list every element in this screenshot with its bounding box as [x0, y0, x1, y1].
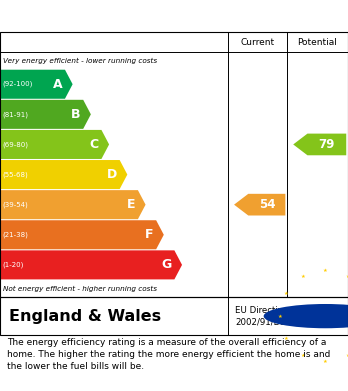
- Text: F: F: [145, 228, 153, 241]
- Polygon shape: [0, 160, 127, 189]
- Polygon shape: [234, 194, 285, 215]
- Text: (55-68): (55-68): [3, 171, 29, 178]
- Ellipse shape: [264, 304, 348, 328]
- Text: ★: ★: [300, 353, 305, 358]
- Text: Energy Efficiency Rating: Energy Efficiency Rating: [9, 9, 219, 23]
- Text: ★: ★: [278, 314, 283, 319]
- Text: G: G: [161, 258, 172, 271]
- Text: A: A: [53, 78, 62, 91]
- Polygon shape: [0, 100, 91, 129]
- Text: The energy efficiency rating is a measure of the overall efficiency of a home. T: The energy efficiency rating is a measur…: [7, 338, 330, 371]
- Text: D: D: [106, 168, 117, 181]
- Polygon shape: [0, 220, 164, 249]
- Polygon shape: [0, 250, 182, 280]
- Text: Not energy efficient - higher running costs: Not energy efficient - higher running co…: [3, 285, 158, 292]
- Text: (92-100): (92-100): [3, 81, 33, 88]
- Text: (21-38): (21-38): [3, 231, 29, 238]
- Text: (69-80): (69-80): [3, 141, 29, 148]
- Polygon shape: [0, 130, 109, 159]
- Text: (81-91): (81-91): [3, 111, 29, 118]
- Text: Potential: Potential: [298, 38, 338, 47]
- Text: ★: ★: [300, 274, 305, 280]
- Text: 79: 79: [319, 138, 335, 151]
- Text: ★: ★: [284, 291, 288, 296]
- Text: ★: ★: [346, 274, 348, 280]
- Polygon shape: [0, 70, 73, 99]
- Text: EU Directive: EU Directive: [235, 306, 288, 315]
- Text: 2002/91/EC: 2002/91/EC: [235, 317, 285, 326]
- Text: ★: ★: [346, 353, 348, 358]
- Text: 54: 54: [259, 198, 275, 211]
- Polygon shape: [293, 134, 346, 155]
- Text: E: E: [127, 198, 135, 211]
- Text: B: B: [71, 108, 80, 121]
- Polygon shape: [0, 190, 145, 219]
- Text: C: C: [89, 138, 98, 151]
- Text: (1-20): (1-20): [3, 262, 24, 268]
- Text: Current: Current: [240, 38, 275, 47]
- Text: ★: ★: [323, 268, 328, 273]
- Text: ★: ★: [284, 336, 288, 341]
- Text: England & Wales: England & Wales: [9, 308, 161, 324]
- Text: ★: ★: [323, 359, 328, 364]
- Text: (39-54): (39-54): [3, 201, 29, 208]
- Text: Very energy efficient - lower running costs: Very energy efficient - lower running co…: [3, 57, 158, 64]
